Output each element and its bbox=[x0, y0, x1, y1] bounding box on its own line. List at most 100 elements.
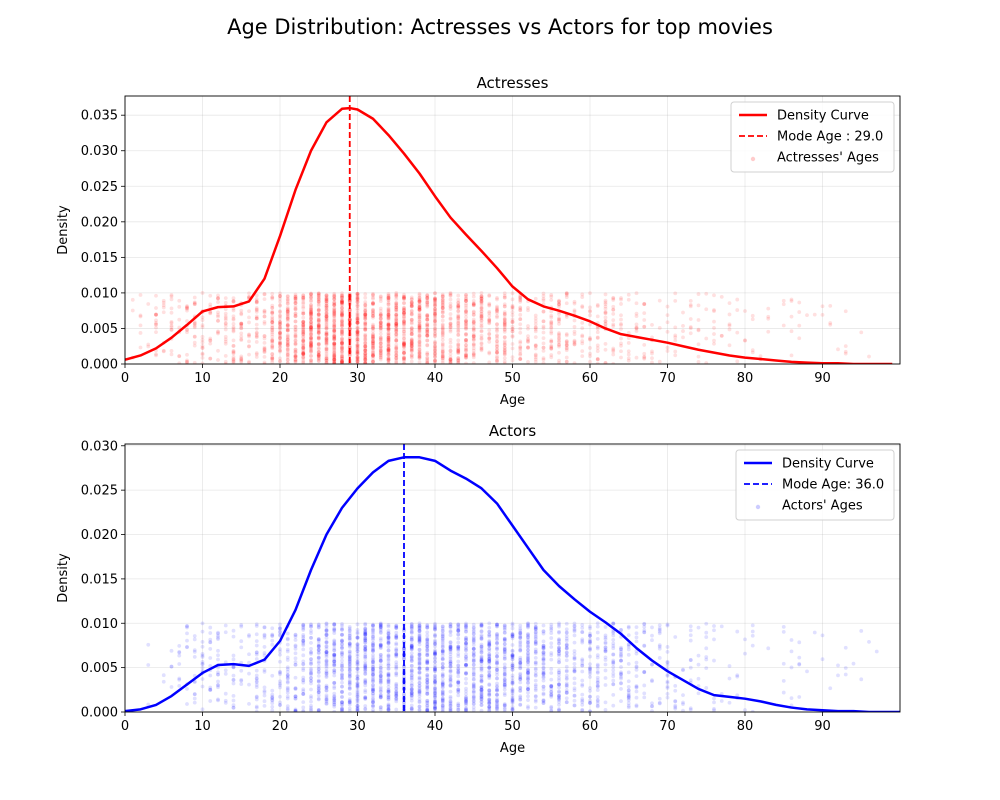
scatter-point bbox=[177, 676, 182, 681]
scatter-point bbox=[417, 700, 422, 705]
scatter-point bbox=[417, 343, 422, 348]
scatter-point bbox=[533, 640, 538, 644]
scatter-point bbox=[278, 649, 282, 654]
scatter-point bbox=[518, 351, 523, 356]
scatter-point bbox=[386, 636, 391, 641]
scatter-point bbox=[378, 642, 383, 647]
scatter-point bbox=[169, 306, 174, 311]
scatter-point bbox=[448, 325, 453, 330]
scatter-point bbox=[402, 311, 406, 315]
scatter-point bbox=[650, 633, 654, 638]
scatter-point bbox=[340, 632, 344, 637]
scatter-point bbox=[510, 320, 515, 325]
scatter-point bbox=[254, 299, 259, 304]
scatter-point bbox=[332, 622, 337, 627]
scatter-point bbox=[502, 691, 507, 696]
scatter-point bbox=[332, 330, 337, 335]
scatter-point bbox=[456, 350, 461, 355]
scatter-point bbox=[417, 651, 422, 655]
scatter-point bbox=[347, 641, 352, 646]
scatter-point bbox=[440, 322, 445, 327]
scatter-point bbox=[665, 623, 670, 628]
scatter-point bbox=[192, 334, 197, 339]
scatter-point bbox=[425, 652, 430, 657]
scatter-point bbox=[278, 313, 282, 318]
scatter-point bbox=[340, 655, 344, 659]
scatter-point bbox=[502, 706, 507, 710]
scatter-point bbox=[347, 681, 352, 686]
scatter-point bbox=[378, 320, 383, 325]
scatter-point bbox=[363, 357, 368, 361]
scatter-point bbox=[355, 330, 360, 334]
scatter-point bbox=[332, 653, 337, 658]
scatter-point bbox=[518, 657, 523, 662]
scatter-point bbox=[464, 333, 468, 337]
scatter-point bbox=[495, 706, 499, 711]
scatter-point bbox=[378, 625, 383, 629]
scatter-point bbox=[200, 346, 205, 350]
scatter-point bbox=[502, 310, 507, 315]
scatter-point bbox=[433, 318, 437, 323]
scatter-point bbox=[448, 301, 453, 306]
scatter-point bbox=[502, 311, 507, 316]
scatter-point bbox=[417, 317, 422, 322]
scatter-point bbox=[471, 332, 476, 337]
scatter-point bbox=[216, 685, 220, 690]
scatter-point bbox=[355, 308, 360, 313]
scatter-point bbox=[409, 326, 414, 330]
scatter-point bbox=[285, 642, 290, 647]
scatter-point bbox=[200, 318, 205, 323]
scatter-point bbox=[433, 694, 437, 699]
scatter-point bbox=[309, 340, 313, 345]
scatter-point bbox=[355, 351, 360, 356]
scatter-point bbox=[588, 336, 592, 340]
scatter-point bbox=[642, 622, 647, 627]
scatter-point bbox=[324, 314, 329, 319]
scatter-point bbox=[340, 360, 344, 364]
scatter-point bbox=[456, 687, 461, 692]
scatter-point bbox=[223, 698, 228, 703]
scatter-point bbox=[324, 333, 329, 337]
scatter-point bbox=[324, 352, 329, 356]
scatter-point bbox=[626, 662, 631, 666]
scatter-point bbox=[402, 329, 406, 334]
scatter-point bbox=[510, 673, 515, 678]
scatter-point bbox=[316, 622, 321, 627]
scatter-point bbox=[533, 335, 538, 340]
scatter-point bbox=[239, 311, 244, 316]
scatter-point bbox=[526, 690, 530, 695]
scatter-point bbox=[340, 695, 344, 700]
scatter-point bbox=[285, 658, 290, 662]
scatter-point bbox=[355, 315, 360, 320]
scatter-point bbox=[572, 332, 577, 337]
scatter-point bbox=[572, 308, 577, 313]
scatter-point bbox=[208, 293, 213, 298]
scatter-point bbox=[557, 639, 561, 643]
scatter-point bbox=[588, 313, 592, 318]
scatter-point bbox=[340, 661, 344, 666]
scatter-point bbox=[324, 358, 329, 363]
scatter-point bbox=[588, 654, 592, 659]
scatter-point bbox=[828, 322, 833, 327]
scatter-point bbox=[386, 666, 391, 671]
scatter-point bbox=[448, 694, 453, 699]
scatter-point bbox=[254, 351, 259, 355]
scatter-point bbox=[642, 643, 647, 648]
scatter-point bbox=[603, 676, 608, 680]
scatter-point bbox=[812, 312, 817, 317]
scatter-point bbox=[448, 321, 453, 326]
scatter-point bbox=[712, 319, 716, 324]
scatter-point bbox=[309, 358, 313, 363]
scatter-point bbox=[409, 344, 414, 349]
scatter-point bbox=[394, 313, 399, 318]
scatter-point bbox=[603, 311, 608, 316]
scatter-point bbox=[464, 338, 468, 343]
scatter-point bbox=[363, 310, 368, 315]
scatter-point bbox=[386, 357, 391, 362]
scatter-point bbox=[425, 295, 430, 300]
scatter-point bbox=[254, 335, 259, 340]
scatter-point bbox=[355, 356, 360, 361]
scatter-point bbox=[495, 670, 499, 675]
scatter-point bbox=[526, 687, 530, 692]
scatter-point bbox=[464, 298, 468, 303]
